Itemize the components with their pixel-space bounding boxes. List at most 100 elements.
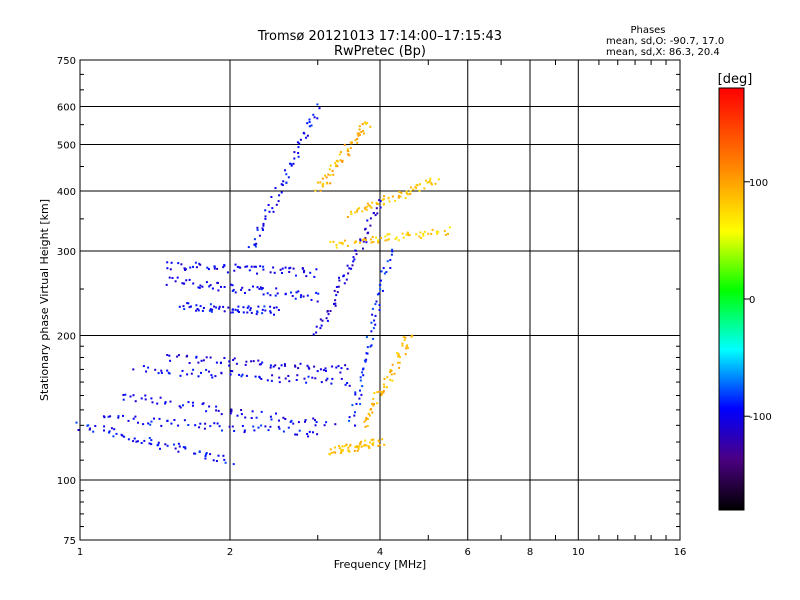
data-point: [419, 231, 422, 234]
data-point: [264, 209, 267, 212]
data-point: [348, 384, 351, 387]
data-point: [422, 234, 425, 237]
data-point: [244, 416, 247, 419]
data-point: [166, 444, 169, 447]
data-point: [176, 355, 179, 358]
data-point: [357, 446, 360, 449]
data-point: [260, 288, 263, 291]
data-point: [192, 368, 195, 371]
data-point: [338, 276, 340, 279]
data-point: [415, 187, 418, 190]
data-point: [256, 226, 259, 229]
data-point: [222, 454, 225, 457]
data-point: [434, 182, 437, 185]
data-point: [299, 362, 302, 365]
data-point: [334, 302, 337, 305]
data-point: [135, 440, 138, 443]
data-point: [220, 372, 223, 375]
data-point: [223, 357, 226, 359]
data-point: [284, 292, 287, 295]
data-point: [371, 307, 374, 310]
data-point: [329, 174, 332, 177]
data-point: [254, 245, 257, 248]
data-point: [222, 305, 225, 308]
data-point: [373, 319, 376, 322]
data-point: [347, 446, 350, 449]
data-point: [215, 361, 218, 364]
data-point: [376, 391, 379, 394]
data-point: [370, 344, 373, 347]
data-point: [366, 425, 369, 427]
data-point: [308, 367, 311, 370]
data-point: [264, 217, 267, 220]
data-point: [326, 310, 329, 312]
data-point: [281, 184, 284, 186]
data-point: [103, 416, 106, 419]
data-point: [236, 414, 239, 417]
data-point: [402, 335, 405, 338]
data-point: [340, 450, 343, 453]
data-point: [134, 400, 137, 403]
data-point: [170, 422, 173, 425]
data-point: [302, 295, 305, 298]
data-point: [362, 240, 365, 243]
data-point: [242, 306, 245, 309]
data-point: [291, 295, 294, 297]
data-point: [378, 309, 381, 311]
data-point: [189, 266, 192, 269]
data-point: [386, 260, 389, 263]
data-point: [315, 268, 318, 271]
data-point: [238, 311, 240, 313]
data-point: [325, 317, 328, 320]
data-point: [113, 428, 116, 431]
data-point: [394, 199, 397, 202]
data-point: [181, 369, 184, 372]
data-point: [187, 401, 190, 404]
data-point: [196, 308, 199, 310]
data-point: [304, 420, 306, 423]
data-point: [361, 123, 364, 126]
data-point: [404, 353, 407, 356]
data-point: [273, 271, 276, 274]
data-point: [186, 354, 189, 357]
data-point: [215, 306, 218, 309]
data-point: [365, 358, 368, 361]
data-point: [195, 355, 198, 358]
data-point: [447, 232, 449, 235]
data-point: [240, 413, 243, 416]
data-point: [255, 313, 258, 316]
data-point: [444, 233, 447, 236]
data-point: [306, 433, 309, 435]
data-point: [381, 199, 384, 201]
data-point: [287, 426, 290, 429]
data-point: [287, 375, 290, 377]
data-point: [215, 405, 218, 408]
data-point: [257, 359, 260, 362]
data-point: [238, 373, 241, 376]
data-point: [397, 361, 399, 364]
data-point: [390, 373, 393, 376]
data-point: [168, 372, 171, 375]
data-point: [208, 370, 210, 373]
data-point: [147, 366, 150, 369]
data-point: [306, 134, 309, 137]
data-point: [205, 356, 208, 359]
data-point: [321, 319, 324, 322]
data-point: [357, 447, 360, 450]
data-point: [229, 311, 232, 314]
data-point: [355, 445, 358, 448]
data-point: [369, 441, 371, 444]
data-point: [361, 210, 364, 213]
data-point: [381, 438, 384, 441]
data-point: [302, 131, 305, 134]
data-point: [296, 374, 299, 377]
data-point: [359, 403, 362, 406]
data-point: [391, 248, 394, 251]
data-point: [203, 427, 206, 430]
data-point: [209, 425, 212, 428]
data-point: [314, 424, 317, 427]
data-point: [269, 271, 272, 274]
data-point: [424, 179, 427, 182]
y-tick-label: 400: [57, 187, 76, 198]
